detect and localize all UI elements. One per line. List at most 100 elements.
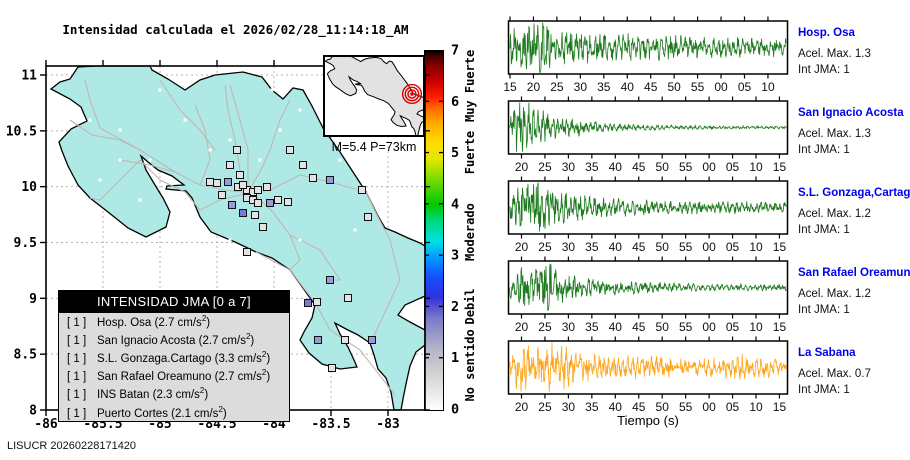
time-tick-label: 35 — [585, 160, 599, 174]
seismic-waveform — [509, 342, 787, 393]
colorbar-tick-label: 2 — [451, 299, 459, 315]
station-marker — [313, 298, 321, 306]
time-tick-label: 55 — [679, 400, 693, 414]
station-name-label: S.L. Gonzaga,Cartago — [798, 187, 910, 199]
time-tick-label: 55 — [679, 160, 693, 174]
town-dot — [183, 118, 187, 122]
station-marker — [344, 294, 352, 302]
town-dot — [278, 128, 282, 132]
station-marker — [233, 146, 241, 154]
station-marker — [254, 199, 262, 207]
town-dot — [298, 108, 302, 112]
station-marker — [341, 336, 349, 344]
time-tick-label: 50 — [656, 400, 670, 414]
legend-item: [ 1 ] San Ignacio Acosta (2.7 cm/s2) — [67, 332, 255, 348]
town-dot — [188, 228, 192, 232]
colorbar-category-label: Muy Fuerte — [463, 50, 477, 122]
station-marker — [218, 191, 226, 199]
time-tick-label: 00 — [702, 320, 716, 334]
time-tick-label: 35 — [597, 80, 611, 94]
station-marker — [206, 178, 214, 186]
town-dot — [353, 228, 357, 232]
station-marker — [309, 174, 317, 182]
station-marker — [263, 183, 271, 191]
time-tick-label: 05 — [726, 320, 740, 334]
road-line — [84, 79, 101, 129]
time-tick-label: 20 — [515, 160, 529, 174]
colorbar-tick-label: 7 — [451, 43, 459, 59]
legend-item: [ 1 ] Hosp. Osa (2.7 cm/s2) — [67, 314, 211, 330]
time-tick-label: 40 — [609, 240, 623, 254]
footer-id: LISUCR 20260228171420 — [7, 440, 137, 452]
road-line — [255, 251, 396, 396]
time-tick-label: 50 — [667, 80, 681, 94]
town-dot — [158, 88, 162, 92]
page-title: Intensidad calculada el 2026/02/28_11:14… — [62, 22, 409, 37]
legend-rows: [ 1 ] Hosp. Osa (2.7 cm/s2) [ 1 ] San Ignac… — [59, 313, 289, 421]
acel-max-label: Acel. Max. 1.3 — [798, 48, 871, 60]
acel-max-label: Acel. Max. 1.2 — [798, 208, 871, 220]
time-tick-label: 25 — [550, 80, 564, 94]
time-tick-label: 55 — [679, 240, 693, 254]
time-tick-label: 55 — [691, 80, 705, 94]
time-tick-label: 35 — [585, 240, 599, 254]
town-dot — [258, 158, 262, 162]
time-tick-label: 25 — [538, 240, 552, 254]
station-marker — [228, 201, 236, 209]
inset-landmass — [325, 56, 424, 136]
colorbar-tick-label: 4 — [451, 196, 459, 212]
colorbar-category-label: No sentido — [463, 329, 477, 401]
time-tick-label: 20 — [515, 400, 529, 414]
y-axis-tick-label: 9.5 — [14, 236, 37, 251]
station-marker — [226, 161, 234, 169]
time-axis-label: Tiempo (s) — [617, 413, 679, 428]
station-marker — [284, 198, 292, 206]
time-tick-label: 05 — [726, 240, 740, 254]
town-dot — [208, 148, 212, 152]
station-marker — [304, 299, 312, 307]
acel-max-label: Acel. Max. 0.7 — [798, 368, 871, 380]
station-name-label: Hosp. Osa — [798, 27, 855, 39]
time-tick-label: 00 — [702, 400, 716, 414]
seismic-waveform — [509, 182, 787, 232]
time-tick-label: 00 — [714, 80, 728, 94]
town-dot — [228, 238, 232, 242]
y-axis-tick-label: 8 — [29, 403, 37, 418]
colorbar-tick-label: 6 — [451, 94, 459, 110]
legend-item: [ 1 ] S.L. Gonzaga.Cartago (3.3 cm/s2) — [67, 350, 271, 366]
station-marker — [239, 209, 247, 217]
epicenter-ring — [401, 83, 423, 105]
time-tick-label: 30 — [562, 160, 576, 174]
station-marker — [213, 179, 221, 187]
road-line — [69, 119, 141, 151]
time-tick-label: 15 — [773, 160, 787, 174]
time-tick-label: 50 — [656, 160, 670, 174]
time-tick-label: 45 — [632, 400, 646, 414]
x-axis-tick-label: -86 — [34, 417, 58, 432]
x-axis-tick-label: -83.5 — [311, 417, 350, 432]
time-tick-label: 35 — [585, 400, 599, 414]
waveform-panel: 20 25 30 35 40 45 50 55 00 05 10 15 San Ignacio Acos… — [507, 96, 904, 174]
station-marker — [299, 161, 307, 169]
x-axis-tick-label: -83 — [376, 417, 399, 432]
waveform-panel: 20 25 30 35 40 45 50 55 00 05 10 15 San Rafael Oream… — [507, 256, 910, 334]
y-axis-tick-label: 9 — [29, 292, 37, 307]
station-marker — [286, 146, 294, 154]
road-line — [229, 84, 249, 193]
station-marker — [274, 196, 282, 204]
waveform-panel: 20 25 30 35 40 45 50 55 00 05 10 15 La Sabana Acel. M… — [507, 336, 871, 414]
time-tick-label: 55 — [679, 320, 693, 334]
town-dots — [88, 88, 357, 242]
town-dot — [298, 238, 302, 242]
time-tick-label: 25 — [538, 400, 552, 414]
station-name-label: San Ignacio Acosta — [798, 107, 904, 119]
town-dot — [270, 88, 274, 92]
time-tick-label: 15 — [773, 400, 787, 414]
colorbar-tick-label: 5 — [451, 145, 459, 161]
time-tick-label: 10 — [761, 80, 775, 94]
time-tick-label: 05 — [726, 400, 740, 414]
int-jma-label: Int JMA: 1 — [798, 224, 850, 236]
station-marker — [251, 211, 259, 219]
station-marker — [224, 178, 232, 186]
legend-item: [ 1 ] Puerto Cortes (2.1 cm/s2) — [67, 404, 227, 420]
